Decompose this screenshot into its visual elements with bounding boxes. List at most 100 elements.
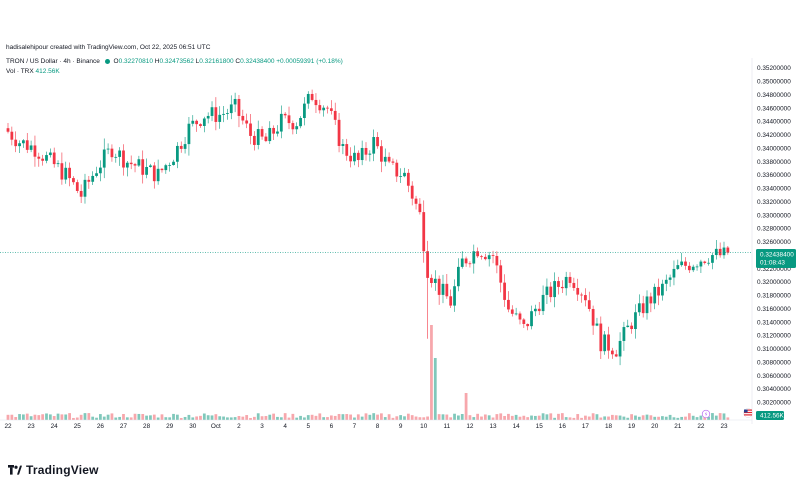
volume-bar xyxy=(341,414,345,420)
volume-bar xyxy=(68,413,71,420)
candle xyxy=(584,288,587,307)
volume-bar xyxy=(445,414,449,420)
candle xyxy=(695,264,699,271)
us-flag-icon[interactable] xyxy=(743,408,753,418)
volume-bar xyxy=(349,414,352,420)
volume-bar xyxy=(572,417,576,420)
tradingview-brand[interactable]: TradingView xyxy=(8,463,99,477)
candle xyxy=(687,262,691,274)
candle xyxy=(202,116,206,133)
volume-bar xyxy=(695,417,699,420)
candle xyxy=(333,102,337,125)
candle xyxy=(83,173,87,204)
volume-bar xyxy=(72,417,75,420)
volume-bar xyxy=(406,413,410,420)
candle xyxy=(252,131,256,151)
volume-bar xyxy=(291,413,295,420)
candle xyxy=(714,239,718,260)
volume-bar xyxy=(102,416,106,420)
candle xyxy=(283,112,287,119)
time-tick-label: 16 xyxy=(559,423,567,430)
time-tick-label: 2 xyxy=(237,423,241,430)
volume-bar xyxy=(360,416,364,420)
candle xyxy=(41,154,45,166)
volume-bar xyxy=(114,417,118,420)
volume-bar xyxy=(218,416,222,420)
volume-bar xyxy=(368,414,372,420)
candle xyxy=(156,159,160,185)
volume-bar xyxy=(545,414,549,420)
candle xyxy=(553,272,557,308)
volume-bar xyxy=(637,416,641,420)
volume-bar xyxy=(526,417,530,420)
volume-bar xyxy=(476,413,480,420)
candle xyxy=(56,160,60,168)
time-axis-labels[interactable]: 22 23 24 25 26 27 28 29 30 Oct 2 3 4 5 6 7 8 9 10 11 12 13 14 1… xyxy=(4,423,728,430)
legend-volume-label[interactable]: Vol · TRX xyxy=(6,68,34,75)
volume-bar xyxy=(18,414,21,420)
candle xyxy=(406,169,410,193)
volume-bar xyxy=(125,417,129,420)
candle xyxy=(426,240,429,339)
candle xyxy=(722,241,726,259)
volume-bar xyxy=(249,417,252,420)
volume-bar xyxy=(122,414,125,420)
candle xyxy=(726,246,730,255)
time-tick-label: Oct xyxy=(211,423,221,430)
volume-bar xyxy=(634,415,637,420)
volume-bar xyxy=(95,417,98,420)
lightning-icon[interactable] xyxy=(701,409,711,419)
volume-bar xyxy=(37,415,41,420)
volume-bar xyxy=(687,413,691,420)
volume-bar xyxy=(10,414,14,420)
legend-ohlc-row: TRON / US Dollar · 4h · Binance O0.32270… xyxy=(6,57,343,67)
candle xyxy=(391,158,395,165)
volume-bar xyxy=(649,415,653,420)
candle xyxy=(310,89,314,102)
volume-bar xyxy=(541,413,545,420)
volume-bar xyxy=(530,415,533,420)
volume-bar xyxy=(195,416,199,420)
candle xyxy=(68,162,71,187)
candle xyxy=(10,126,14,146)
price-tick-label: 0.30200000 xyxy=(757,400,791,407)
legend-high: 0.32473562 xyxy=(159,58,194,65)
legend-open: 0.32270810 xyxy=(118,58,153,65)
candle xyxy=(118,147,122,166)
candles xyxy=(6,89,730,366)
volume-bar xyxy=(414,416,418,420)
candle xyxy=(437,275,441,305)
candle xyxy=(487,251,491,267)
volume-bar xyxy=(33,414,37,420)
volume-bar xyxy=(714,415,718,420)
legend-symbol[interactable]: TRON / US Dollar · 4h · Binance xyxy=(6,58,100,65)
candle xyxy=(637,294,641,316)
volume-bar xyxy=(310,414,314,420)
candle xyxy=(222,105,225,123)
candle xyxy=(160,168,164,173)
candle xyxy=(329,100,333,115)
volume-bar xyxy=(322,417,326,420)
candle xyxy=(707,258,710,266)
volume-bar xyxy=(333,415,337,420)
price-tick-label: 0.34200000 xyxy=(757,132,791,139)
candle xyxy=(572,277,576,291)
time-tick-label: 7 xyxy=(353,423,357,430)
volume-bar xyxy=(353,417,356,420)
time-tick-label: 22 xyxy=(4,423,12,430)
candle xyxy=(587,291,591,312)
volume-bar xyxy=(318,413,322,420)
legend-volume-row: Vol · TRX 412.56K xyxy=(6,67,343,77)
candle xyxy=(395,159,399,183)
candle xyxy=(399,168,403,184)
candle xyxy=(249,113,252,145)
price-tick-label: 0.34600000 xyxy=(757,105,791,112)
candle xyxy=(472,244,476,274)
price-axis-labels[interactable]: 0.35200000 0.35000000 0.34800000 0.34600000… xyxy=(757,65,791,406)
volume-bars xyxy=(6,325,730,420)
candle xyxy=(149,163,152,168)
volume-bar xyxy=(276,416,279,420)
volume-bar xyxy=(418,417,422,420)
candle xyxy=(680,252,684,267)
